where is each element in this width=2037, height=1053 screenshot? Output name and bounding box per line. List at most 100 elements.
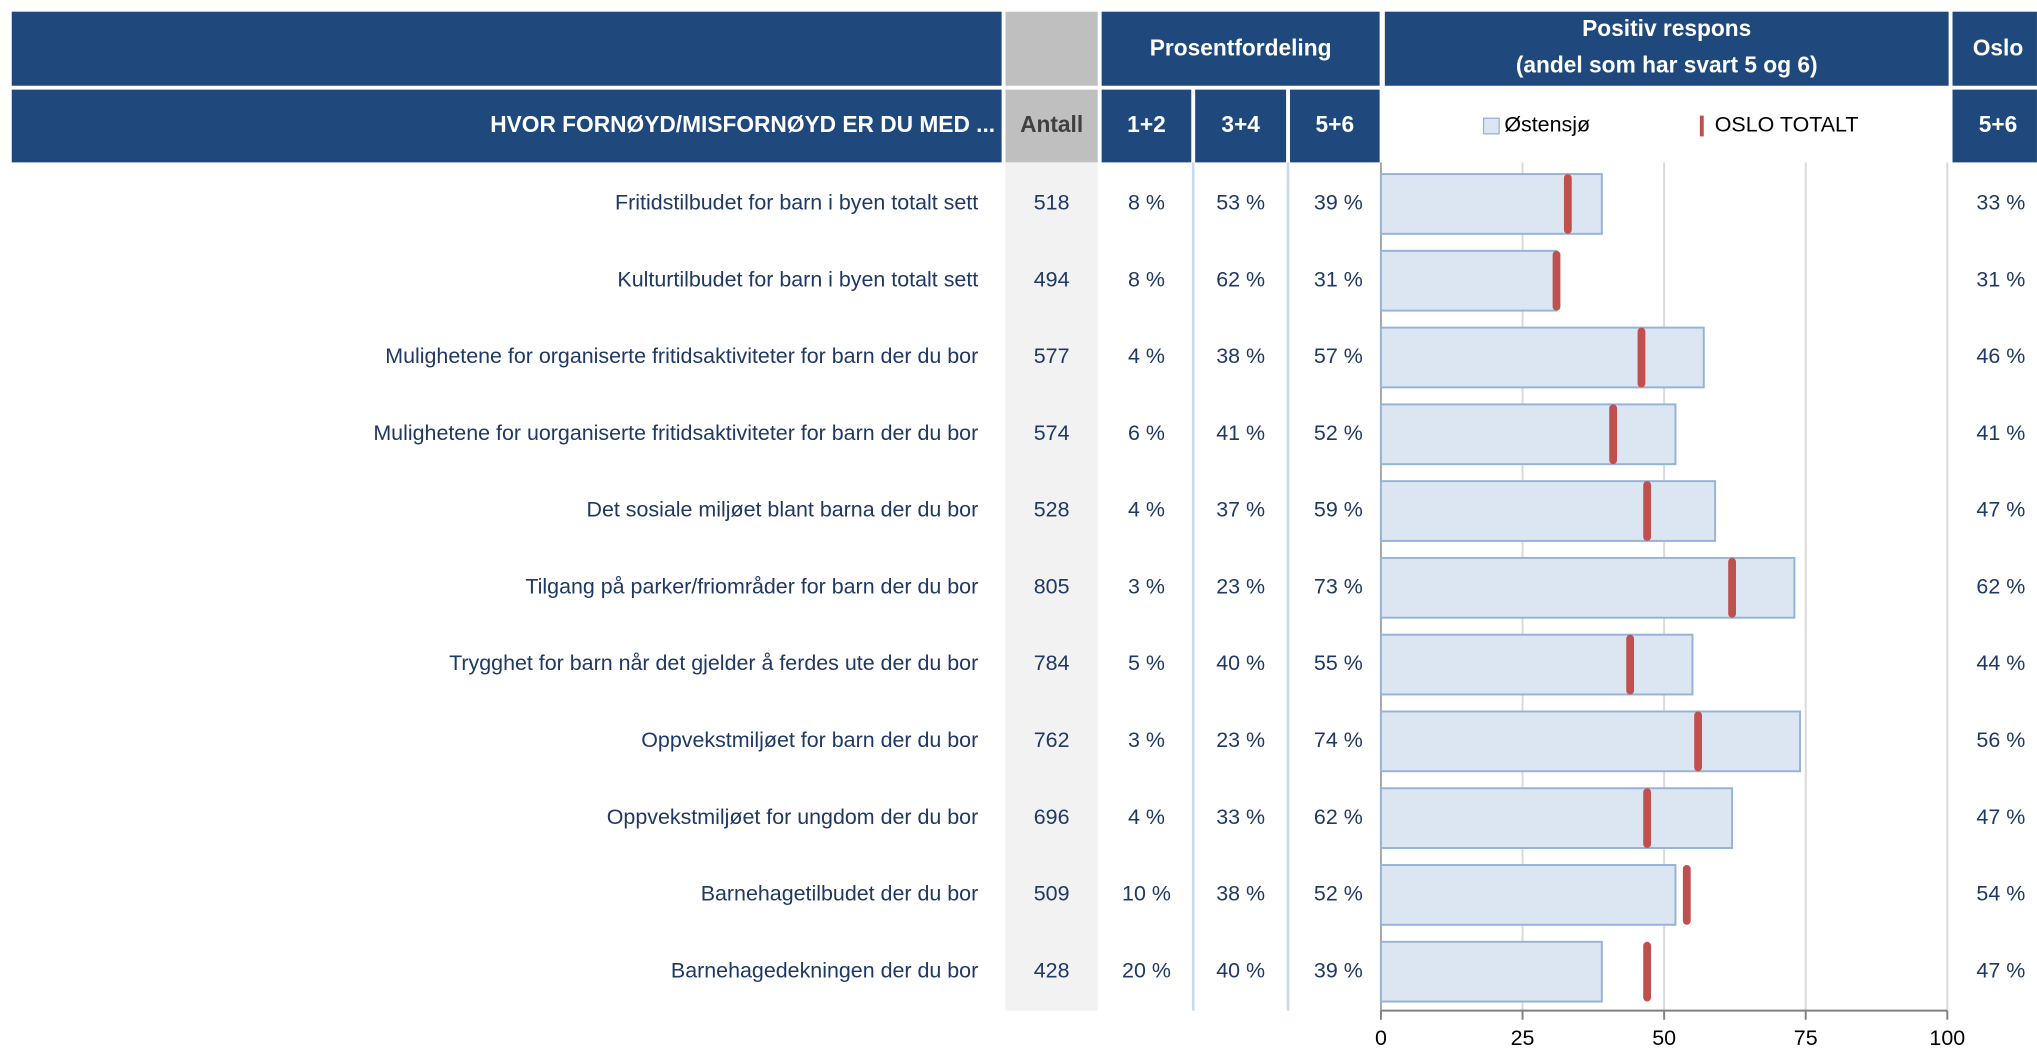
share-cell: 23 %	[1216, 574, 1265, 598]
share-cell: 73 %	[1314, 574, 1363, 598]
bar	[1379, 326, 1705, 389]
share-cell: 62 %	[1216, 267, 1265, 291]
share-cell: 4 %	[1128, 344, 1165, 368]
share-cell: 53 %	[1216, 191, 1265, 215]
oslo-cell: 47 %	[1976, 805, 2025, 829]
oslo-cell: 31 %	[1976, 267, 2025, 291]
header-cell	[1101, 89, 1192, 163]
share-cell: 39 %	[1314, 191, 1363, 215]
header-cell	[1005, 11, 1098, 86]
bar	[1379, 480, 1717, 542]
bar	[1379, 940, 1603, 1003]
legend-label: Østensjø	[1504, 113, 1590, 137]
share-cell: 37 %	[1216, 498, 1265, 522]
row-label: Mulighetene for organiserte fritidsaktiv…	[385, 344, 978, 368]
share-cell: 20 %	[1122, 958, 1171, 982]
bar	[1379, 787, 1734, 849]
share-cell: 38 %	[1216, 344, 1265, 368]
count-cell: 518	[1034, 191, 1070, 215]
share-cell: 59 %	[1314, 498, 1363, 522]
count-cell: 428	[1034, 958, 1070, 982]
count-cell: 494	[1034, 267, 1070, 291]
x-tick-label: 0	[1375, 1026, 1387, 1050]
share-cell: 3 %	[1128, 728, 1165, 752]
bar	[1379, 556, 1796, 619]
bar	[1379, 633, 1694, 696]
oslo-cell: 47 %	[1976, 958, 2025, 982]
row-label: Barnehagedekningen der du bor	[671, 958, 978, 982]
oslo-cell: 54 %	[1976, 882, 2025, 906]
count-cell: 577	[1034, 344, 1070, 368]
count-cell: 528	[1034, 498, 1070, 522]
bar	[1379, 864, 1677, 926]
row-label: Trygghet for barn når det gjelder å ferd…	[449, 651, 978, 675]
share-cell: 4 %	[1128, 498, 1165, 522]
row-label: Det sosiale miljøet blant barna der du b…	[586, 498, 978, 522]
share-cell: 40 %	[1216, 958, 1265, 982]
share-cell: 33 %	[1216, 805, 1265, 829]
share-cell: 31 %	[1314, 267, 1363, 291]
row-label: Oppvekstmiljøet for barn der du bor	[641, 728, 978, 752]
row-label: Kulturtilbudet for barn i byen totalt se…	[617, 267, 978, 291]
count-cell: 696	[1034, 805, 1070, 829]
header-cell	[1289, 89, 1380, 163]
column-header: 1+2	[1127, 111, 1166, 137]
header-cell	[1952, 89, 2037, 163]
column-header: Oslo	[1973, 34, 2023, 60]
share-cell: 74 %	[1314, 728, 1363, 752]
oslo-cell: 41 %	[1976, 421, 2025, 445]
row-label: Mulighetene for uorganiserte fritidsakti…	[373, 421, 978, 445]
bar	[1379, 710, 1802, 773]
count-cell: 574	[1034, 421, 1070, 445]
bar	[1379, 403, 1677, 466]
header-cell	[1101, 11, 1380, 86]
header-cell	[1195, 89, 1287, 163]
legend-swatch	[1482, 117, 1500, 135]
share-cell: 40 %	[1216, 651, 1265, 675]
count-cell: 784	[1034, 651, 1070, 675]
column-background	[1005, 162, 1098, 1011]
share-cell: 23 %	[1216, 728, 1265, 752]
x-tick-label: 25	[1511, 1026, 1535, 1050]
bar	[1379, 249, 1558, 312]
share-cell: 10 %	[1122, 882, 1171, 906]
x-tick-label: 100	[1929, 1026, 1965, 1050]
share-cell: 8 %	[1128, 191, 1165, 215]
share-cell: 41 %	[1216, 421, 1265, 445]
legend-label: OSLO TOTALT	[1715, 113, 1859, 137]
share-cell: 62 %	[1314, 805, 1363, 829]
row-label: Fritidstilbudet for barn i byen totalt s…	[615, 191, 978, 215]
share-cell: 55 %	[1314, 651, 1363, 675]
column-header: 5+6	[1979, 111, 2018, 137]
share-cell: 8 %	[1128, 267, 1165, 291]
chart-subtitle: (andel som har svart 5 og 6)	[1516, 51, 1818, 77]
share-cell: 52 %	[1314, 421, 1363, 445]
oslo-cell: 33 %	[1976, 191, 2025, 215]
column-header: 3+4	[1221, 111, 1260, 137]
share-cell: 4 %	[1128, 805, 1165, 829]
share-cell: 6 %	[1128, 421, 1165, 445]
share-cell: 3 %	[1128, 574, 1165, 598]
oslo-cell: 44 %	[1976, 651, 2025, 675]
row-label: Tilgang på parker/friområder for barn de…	[525, 574, 978, 598]
header-cell	[1384, 11, 1949, 86]
column-header: 5+6	[1316, 111, 1355, 137]
count-cell: 762	[1034, 728, 1070, 752]
group-header: Prosentfordeling	[1150, 34, 1332, 60]
row-label: Barnehagetilbudet der du bor	[701, 882, 979, 906]
oslo-cell: 47 %	[1976, 498, 2025, 522]
x-tick-label: 50	[1652, 1026, 1676, 1050]
header-cell	[1005, 89, 1098, 163]
share-cell: 5 %	[1128, 651, 1165, 675]
x-tick-label: 75	[1794, 1026, 1818, 1050]
header-cell	[11, 89, 1002, 163]
share-cell: 39 %	[1314, 958, 1363, 982]
header-cell	[11, 11, 1002, 86]
table-header: HVOR FORNØYD/MISFORNØYD ER DU MED ...	[490, 111, 995, 137]
chart-title: Positiv respons	[1582, 15, 1751, 41]
oslo-cell: 46 %	[1976, 344, 2025, 368]
oslo-cell: 62 %	[1976, 574, 2025, 598]
share-cell: 52 %	[1314, 882, 1363, 906]
row-label: Oppvekstmiljøet for ungdom der du bor	[607, 805, 978, 829]
